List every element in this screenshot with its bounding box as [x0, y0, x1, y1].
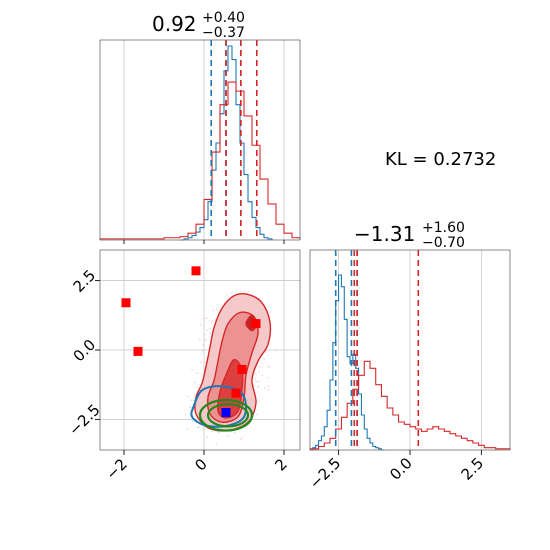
- green-ellipse: [206, 403, 250, 428]
- red-square-marker: [133, 346, 143, 356]
- sample-point: [198, 338, 201, 340]
- sample-point: [193, 381, 196, 384]
- x-tick-label: 0: [191, 455, 210, 474]
- x-tick-label: 2.5: [458, 454, 488, 484]
- sample-point: [218, 431, 220, 434]
- panel-frame: [99, 39, 301, 241]
- sample-point: [215, 442, 218, 445]
- x-tick-label: 2: [271, 455, 290, 474]
- sample-point: [211, 320, 213, 323]
- sample-point: [200, 361, 202, 364]
- sample-point: [187, 395, 189, 398]
- sample-point: [257, 386, 259, 389]
- histogram-step-line: [310, 274, 385, 451]
- blue-square-marker: [221, 408, 231, 417]
- red-square-marker: [237, 364, 247, 374]
- sample-point: [202, 318, 205, 320]
- histogram-step-line: [99, 81, 301, 240]
- sample-point: [254, 378, 257, 380]
- x-tick-label: −2: [102, 455, 130, 483]
- y-tick-label: 0.0: [70, 336, 100, 366]
- sample-point: [202, 427, 205, 430]
- sample-point: [209, 327, 212, 330]
- sample-point: [263, 358, 266, 360]
- sample-point: [196, 372, 199, 375]
- title-lower-param-2: −0.70: [422, 235, 465, 251]
- sample-point: [226, 293, 229, 296]
- sample-point: [202, 344, 205, 347]
- sample-point: [191, 368, 193, 371]
- sample-point: [212, 309, 215, 312]
- sample-point: [239, 438, 242, 441]
- sample-point: [253, 384, 255, 387]
- title-upper-param-1: +0.40: [202, 10, 245, 26]
- sample-point: [240, 436, 243, 439]
- green-ellipse: [198, 398, 254, 432]
- title-upper-param-2: +1.60: [422, 220, 465, 236]
- sample-point: [268, 366, 271, 368]
- y-tick-label: 2.5: [70, 266, 100, 296]
- sample-point: [209, 332, 212, 335]
- sample-point: [255, 380, 258, 383]
- sample-point: [261, 374, 264, 377]
- marginal-panel-param-1: 0.92 +0.40 −0.37: [99, 10, 301, 244]
- sample-point: [211, 430, 213, 433]
- sample-point: [184, 413, 187, 416]
- sample-point: [257, 385, 260, 387]
- sample-point: [229, 291, 232, 294]
- sample-point: [186, 427, 189, 430]
- sample-point: [258, 371, 261, 373]
- sample-point: [203, 333, 206, 336]
- sample-point: [233, 431, 236, 434]
- kl-label: KL = 0.2732: [385, 149, 496, 170]
- joint-panel: −2 0 22.50.0−2.5: [65, 249, 301, 483]
- sample-point: [255, 372, 257, 375]
- histogram-step-line: [309, 360, 511, 450]
- sample-point: [199, 323, 202, 326]
- sample-point: [191, 420, 194, 423]
- marginal-panel-param-2: −2.5 0.0 2.5 −1.31 +1.60 −0.70: [306, 220, 511, 493]
- sample-point: [265, 350, 267, 353]
- sample-point: [268, 388, 270, 391]
- x-tick-label: −2.5: [306, 454, 344, 492]
- title-value-param-1: 0.92: [152, 12, 197, 36]
- sample-point: [275, 349, 278, 351]
- sample-point: [198, 426, 200, 428]
- sample-point: [215, 308, 218, 310]
- title-value-param-2: −1.31: [354, 222, 415, 246]
- title-lower-param-1: −0.37: [202, 25, 245, 41]
- sample-point: [227, 435, 229, 437]
- red-square-marker: [231, 388, 241, 398]
- sample-point: [256, 413, 258, 416]
- sample-point: [267, 385, 270, 388]
- sample-point: [258, 380, 260, 382]
- sample-point: [266, 365, 269, 367]
- sample-point: [205, 339, 208, 342]
- red-square-marker: [251, 319, 261, 329]
- sample-point: [206, 329, 208, 332]
- sample-point: [267, 376, 270, 379]
- sample-point: [205, 317, 208, 320]
- sample-point: [203, 338, 206, 341]
- sample-point: [190, 399, 192, 401]
- red-square-marker: [191, 266, 201, 276]
- sample-point: [189, 406, 191, 409]
- sample-point: [263, 387, 266, 390]
- sample-point: [206, 436, 208, 439]
- x-tick-label: 0.0: [386, 454, 416, 484]
- red-square-marker: [121, 298, 131, 308]
- sample-point: [201, 350, 204, 352]
- blue-contour-level: [190, 385, 248, 428]
- sample-point: [258, 365, 261, 368]
